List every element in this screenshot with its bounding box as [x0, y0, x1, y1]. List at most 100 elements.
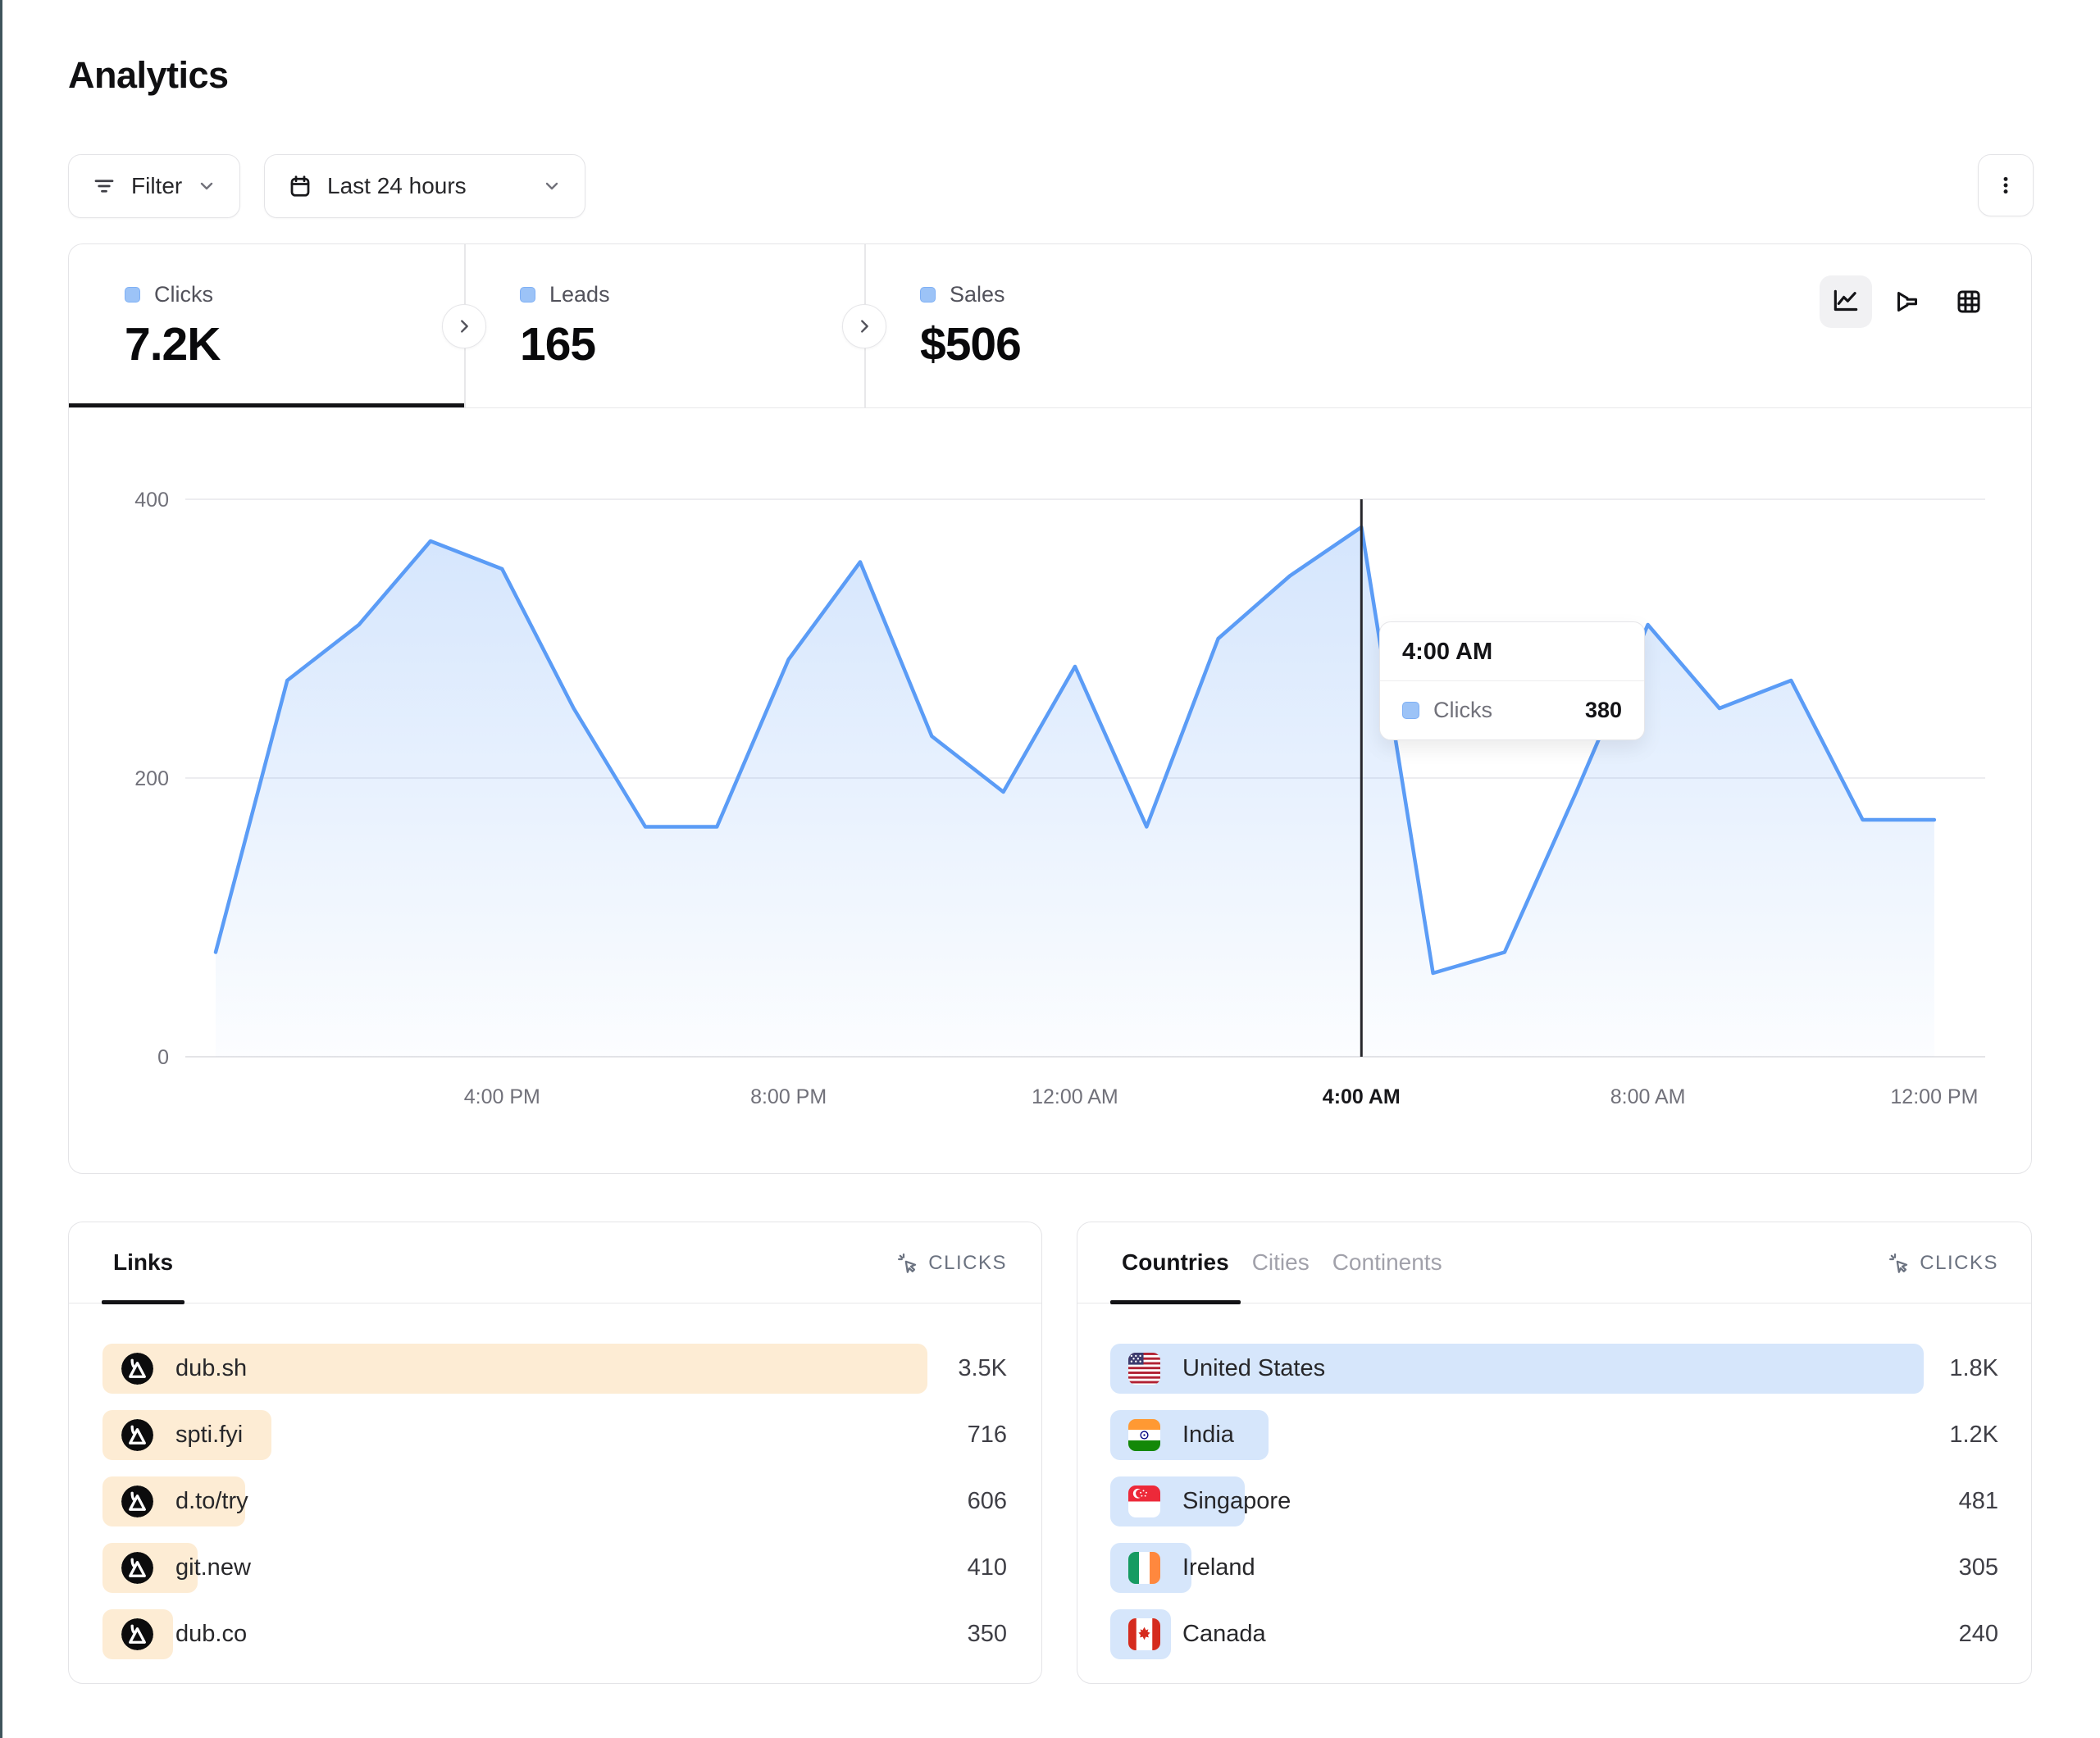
tooltip-value: 380 — [1584, 698, 1622, 722]
countries-panel-header: Countries Cities Continents CLICKS — [1077, 1222, 2031, 1304]
links-panel: Links CLICKS dub.sh 3.5K spti.fyi 716 d.to/t… — [68, 1222, 1042, 1684]
dub-logo-icon — [121, 1419, 153, 1451]
table-row[interactable]: d.to/try 606 — [69, 1468, 1041, 1535]
tab-clicks[interactable]: Clicks 7.2K — [69, 244, 464, 408]
sg-flag-icon — [1128, 1485, 1160, 1517]
analytics-card: Clicks 7.2K Leads 165 Sales $506 — [68, 243, 2032, 1174]
dub-logo-icon — [121, 1618, 153, 1650]
metric-value: 7.2K — [125, 318, 221, 371]
chart-type-switcher — [1820, 275, 1995, 328]
countries-panel: Countries Cities Continents CLICKS Unite… — [1077, 1222, 2032, 1684]
ie-flag-icon — [1128, 1552, 1160, 1584]
active-tab-indicator — [102, 1300, 185, 1304]
table-row[interactable]: spti.fyi 716 — [69, 1402, 1041, 1468]
tab-sales[interactable]: Sales $506 — [864, 244, 1291, 408]
table-view-button[interactable] — [1943, 275, 1995, 328]
table-row[interactable]: dub.co 350 — [69, 1601, 1041, 1667]
sales-series-chip — [920, 287, 936, 303]
row-value: 1.2K — [1949, 1422, 1998, 1448]
ca-flag-icon — [1128, 1618, 1160, 1650]
row-label: dub.sh — [175, 1355, 248, 1381]
row-value: 716 — [967, 1422, 1007, 1448]
row-label: Canada — [1182, 1621, 1266, 1647]
x-tick-label: 8:00 PM — [750, 1085, 827, 1108]
us-flag-icon — [1128, 1353, 1160, 1385]
links-list: dub.sh 3.5K spti.fyi 716 d.to/try 606 git.new 4… — [69, 1335, 1041, 1667]
value-bar — [1110, 1344, 1924, 1394]
funnel-icon — [1893, 287, 1922, 316]
grid-table-icon — [1954, 287, 1984, 316]
expand-clicks-button[interactable] — [442, 304, 486, 348]
left-edge-accent — [0, 0, 2, 1738]
expand-leads-button[interactable] — [842, 304, 886, 348]
dub-logo-icon — [121, 1353, 153, 1385]
value-bar — [102, 1344, 927, 1394]
clicks-series-chip — [1402, 702, 1419, 719]
active-tab-indicator — [69, 403, 464, 407]
table-row[interactable]: United States 1.8K — [1077, 1335, 2031, 1402]
row-value: 350 — [967, 1621, 1007, 1647]
date-range-button[interactable]: Last 24 hours — [264, 154, 585, 218]
countries-list: United States 1.8K India 1.2K Singapore 481 Ir… — [1077, 1335, 2031, 1667]
x-tick-label: 8:00 AM — [1610, 1085, 1686, 1108]
leads-series-chip — [520, 287, 535, 303]
y-tick-label: 400 — [134, 489, 169, 512]
row-value: 1.8K — [1949, 1355, 1998, 1381]
table-row[interactable]: Ireland 305 — [1077, 1535, 2031, 1601]
calendar-icon — [288, 174, 312, 198]
table-row[interactable]: dub.sh 3.5K — [69, 1335, 1041, 1402]
countries-metric-header[interactable]: CLICKS — [1888, 1222, 1998, 1304]
row-label: India — [1182, 1422, 1234, 1448]
tab-continents[interactable]: Continents — [1321, 1222, 1454, 1303]
links-metric-header[interactable]: CLICKS — [896, 1222, 1007, 1304]
dub-logo-icon — [121, 1485, 153, 1517]
tab-countries[interactable]: Countries — [1110, 1222, 1241, 1304]
chevron-right-icon — [855, 317, 873, 335]
table-row[interactable]: Canada 240 — [1077, 1601, 2031, 1667]
row-value: 410 — [967, 1554, 1007, 1581]
kebab-menu-icon — [1994, 174, 2017, 197]
row-label: dub.co — [175, 1621, 248, 1647]
row-value: 606 — [967, 1488, 1007, 1514]
chevron-right-icon — [455, 317, 473, 335]
chevron-down-icon — [542, 176, 562, 196]
tab-leads[interactable]: Leads 165 — [464, 244, 864, 408]
tab-links[interactable]: Links — [102, 1222, 185, 1304]
line-chart-icon — [1830, 286, 1861, 317]
active-tab-indicator — [1110, 1300, 1241, 1304]
tab-continents-label: Continents — [1332, 1249, 1442, 1275]
metric-label: Sales — [950, 282, 1005, 307]
row-label: Singapore — [1182, 1488, 1291, 1514]
tab-countries-label: Countries — [1122, 1249, 1229, 1275]
table-row[interactable]: git.new 410 — [69, 1535, 1041, 1601]
row-label: d.to/try — [175, 1488, 248, 1514]
cursor-click-icon — [896, 1252, 918, 1274]
table-row[interactable]: Singapore 481 — [1077, 1468, 2031, 1535]
metric-tabs-row: Clicks 7.2K Leads 165 Sales $506 — [69, 244, 2031, 408]
links-metric-label: CLICKS — [928, 1251, 1007, 1274]
row-value: 240 — [1958, 1621, 1998, 1647]
tooltip-series-label: Clicks — [1433, 698, 1492, 722]
area-fill — [216, 527, 1934, 1057]
x-tick-label: 4:00 AM — [1323, 1085, 1401, 1108]
metric-value: 165 — [520, 318, 596, 371]
chart-tooltip: 4:00 AM Clicks 380 — [1379, 621, 1645, 740]
clicks-time-series-chart[interactable]: 400 200 0 4:00 PM 8:00 PM 12:00 AM 4:00 AM 8:00… — [69, 408, 2033, 1175]
more-options-button[interactable] — [1978, 154, 2034, 216]
row-label: Ireland — [1182, 1554, 1255, 1581]
line-chart-view-button[interactable] — [1820, 275, 1872, 328]
row-value: 305 — [1958, 1554, 1998, 1581]
page-title: Analytics — [68, 54, 229, 96]
in-flag-icon — [1128, 1419, 1160, 1451]
row-label: git.new — [175, 1554, 251, 1581]
tab-links-label: Links — [113, 1249, 174, 1275]
filter-button[interactable]: Filter — [68, 154, 241, 218]
dub-logo-icon — [121, 1552, 153, 1584]
x-tick-label: 12:00 PM — [1890, 1085, 1978, 1108]
tooltip-time: 4:00 AM — [1380, 622, 1644, 681]
clicks-line — [213, 525, 1937, 976]
funnel-view-button[interactable] — [1881, 275, 1934, 328]
tab-cities[interactable]: Cities — [1241, 1222, 1321, 1303]
table-row[interactable]: India 1.2K — [1077, 1402, 2031, 1468]
row-label: spti.fyi — [175, 1422, 244, 1448]
